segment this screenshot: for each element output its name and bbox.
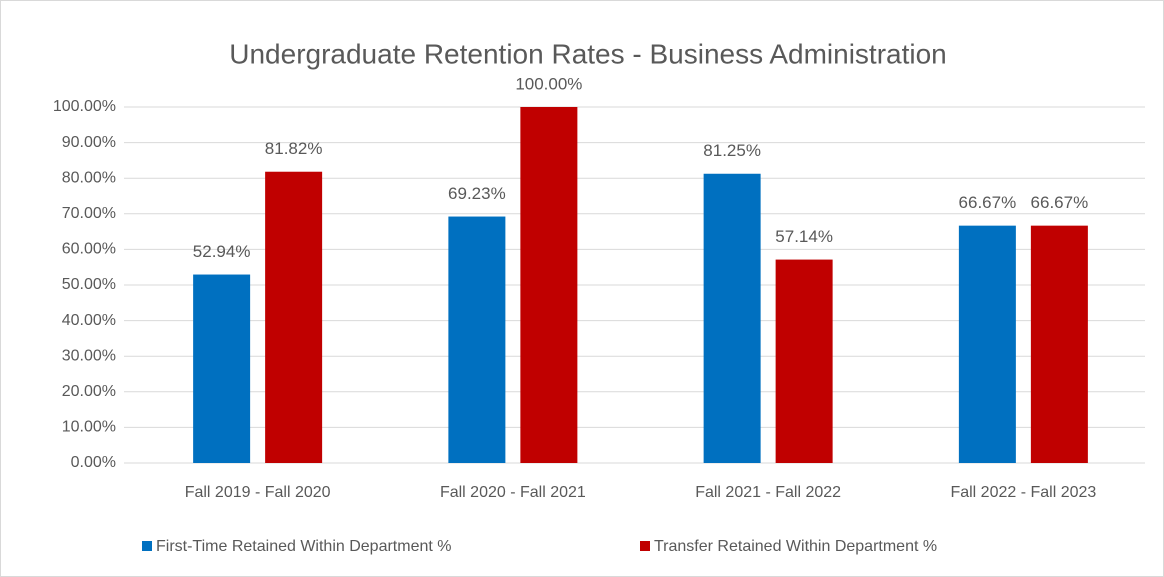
bar: [958, 225, 1016, 463]
x-tick-label: Fall 2020 - Fall 2021: [440, 484, 586, 501]
bar: [520, 107, 578, 463]
y-tick-label: 20.00%: [62, 383, 116, 400]
data-label: 100.00%: [515, 74, 582, 93]
y-tick-label: 0.00%: [71, 454, 116, 471]
data-label: 52.94%: [193, 242, 251, 261]
bar: [703, 173, 761, 463]
y-tick-label: 70.00%: [62, 205, 116, 222]
legend-label: First-Time Retained Within Department %: [156, 538, 452, 555]
y-tick-label: 40.00%: [62, 312, 116, 329]
bar: [1030, 225, 1088, 463]
y-tick-label: 30.00%: [62, 347, 116, 364]
y-tick-label: 50.00%: [62, 276, 116, 293]
chart-title: Undergraduate Retention Rates - Business…: [229, 38, 947, 69]
y-tick-label: 100.00%: [53, 98, 116, 115]
x-tick-label: Fall 2021 - Fall 2022: [695, 484, 841, 501]
y-tick-label: 60.00%: [62, 241, 116, 258]
bar: [775, 259, 833, 463]
y-tick-label: 10.00%: [62, 419, 116, 436]
data-label: 81.25%: [703, 141, 761, 160]
data-label: 57.14%: [775, 227, 833, 246]
data-label: 81.82%: [265, 139, 323, 158]
y-tick-label: 90.00%: [62, 134, 116, 151]
bar: [193, 274, 251, 463]
x-tick-label: Fall 2022 - Fall 2023: [950, 484, 1096, 501]
data-label: 66.67%: [1031, 193, 1089, 212]
legend-swatch: [640, 541, 650, 551]
bar: [265, 171, 323, 463]
data-label: 66.67%: [959, 193, 1017, 212]
legend-swatch: [142, 541, 152, 551]
x-tick-label: Fall 2019 - Fall 2020: [185, 484, 331, 501]
bar: [448, 216, 506, 463]
data-label: 69.23%: [448, 184, 506, 203]
y-tick-label: 80.00%: [62, 169, 116, 186]
legend-label: Transfer Retained Within Department %: [654, 538, 937, 555]
